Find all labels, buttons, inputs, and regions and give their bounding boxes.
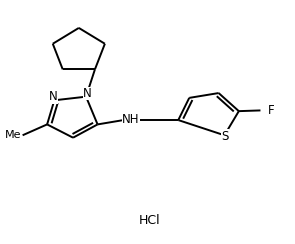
Text: NH: NH <box>122 113 140 126</box>
Text: HCl: HCl <box>139 214 160 227</box>
Text: N: N <box>83 87 92 100</box>
Text: S: S <box>221 130 229 143</box>
Text: Me: Me <box>5 130 21 140</box>
Text: F: F <box>268 104 274 117</box>
Text: N: N <box>49 91 58 103</box>
